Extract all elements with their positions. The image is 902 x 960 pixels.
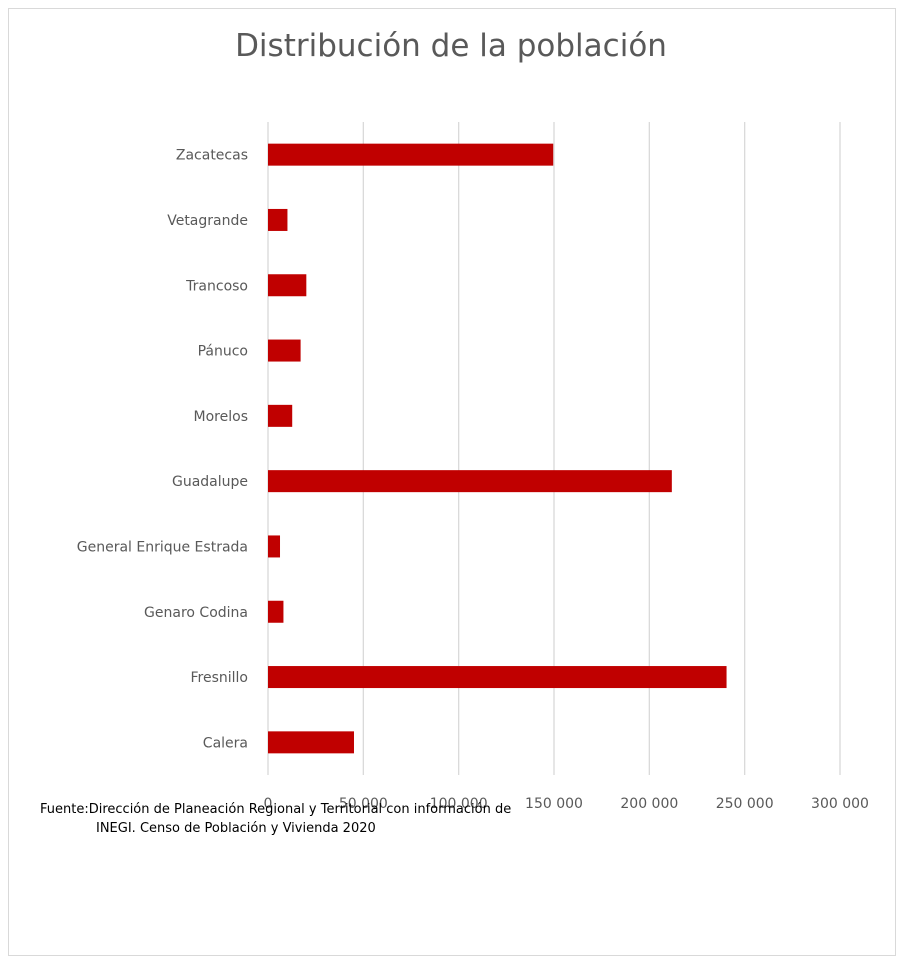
bar-8 — [268, 666, 727, 689]
x-tick-label-0: 0 — [264, 796, 273, 812]
category-label-9: Calera — [203, 735, 248, 751]
source-line-2: INEGI. Censo de Población y Vivienda 202… — [96, 821, 376, 836]
bar-3 — [268, 339, 301, 362]
bar-6 — [268, 535, 281, 558]
bar-1 — [268, 208, 288, 231]
bar-2 — [268, 274, 307, 297]
x-tick-label-3: 150 000 — [525, 796, 583, 812]
source-line-1: Fuente:Dirección de Planeación Regional … — [40, 802, 512, 817]
category-label-1: Vetagrande — [167, 213, 248, 229]
x-tick-label-1: 50 000 — [339, 796, 388, 812]
bar-5 — [268, 470, 672, 493]
category-label-4: Morelos — [194, 409, 248, 425]
bar-9 — [268, 731, 354, 754]
source-note: Fuente:Dirección de Planeación Regional … — [40, 800, 511, 838]
category-label-0: Zacatecas — [176, 148, 248, 164]
bar-7 — [268, 600, 284, 623]
category-label-2: Trancoso — [185, 278, 248, 294]
x-tick-label-4: 200 000 — [620, 796, 678, 812]
bar-4 — [268, 404, 293, 427]
category-label-7: Genaro Codina — [144, 605, 248, 621]
bar-0 — [268, 143, 554, 166]
x-tick-label-5: 250 000 — [716, 796, 774, 812]
x-tick-label-2: 100 000 — [430, 796, 488, 812]
category-label-8: Fresnillo — [191, 670, 249, 686]
x-tick-label-6: 300 000 — [811, 796, 869, 812]
chart-title: Distribución de la población — [235, 28, 667, 64]
category-label-3: Pánuco — [198, 344, 248, 360]
category-label-5: Guadalupe — [172, 474, 248, 490]
category-label-6: General Enrique Estrada — [77, 539, 248, 555]
